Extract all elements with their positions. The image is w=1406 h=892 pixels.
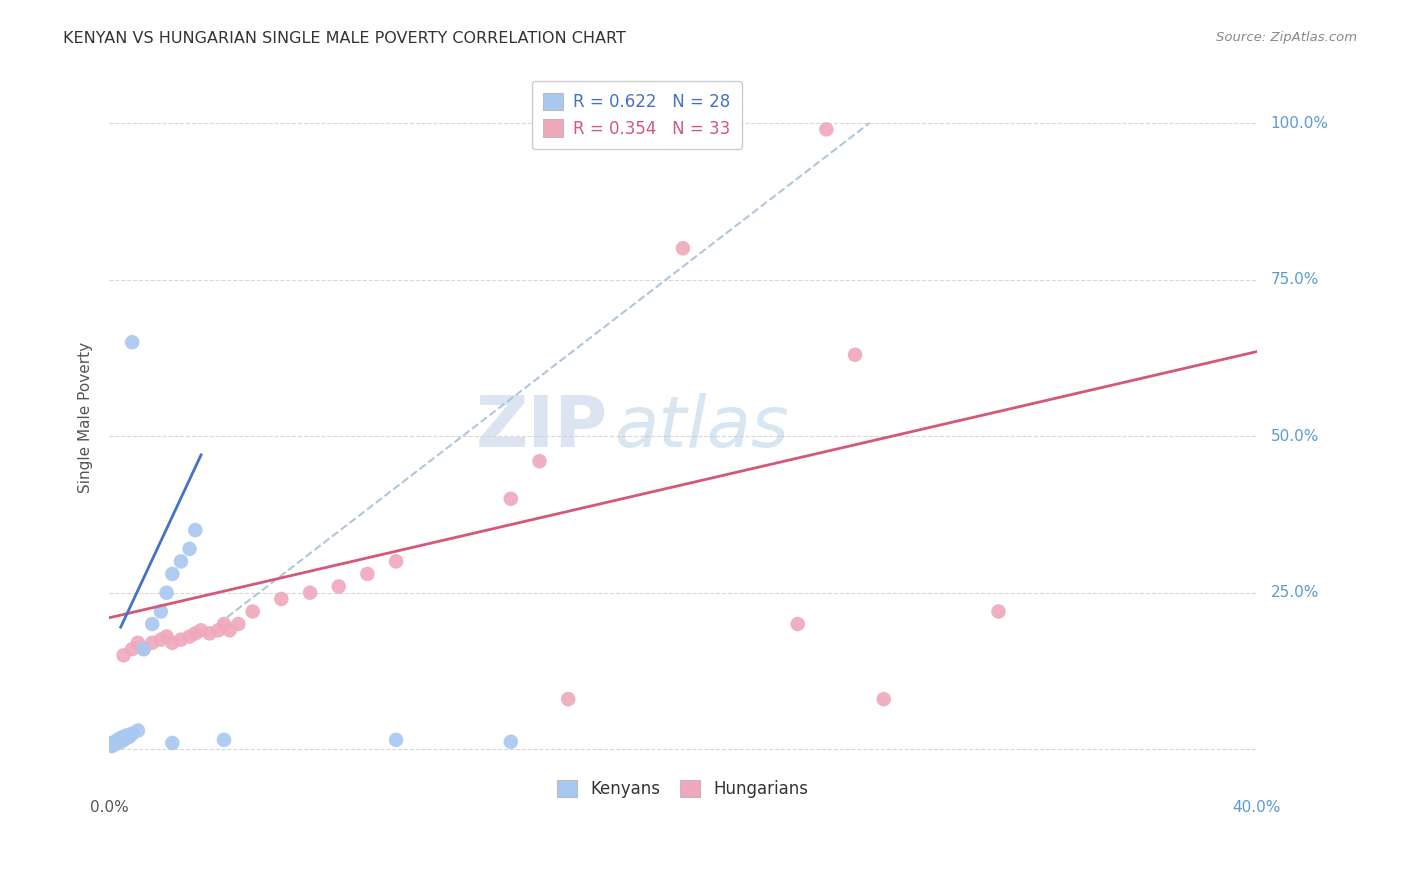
Point [529, 454, 551, 468]
Text: ZIP: ZIP [477, 393, 609, 462]
Point [170, 632, 193, 647]
Point [207, 624, 229, 638]
Point [179, 630, 201, 644]
Point [141, 636, 163, 650]
Point [121, 726, 143, 740]
Point [115, 731, 138, 745]
Point [156, 630, 179, 644]
Point [104, 735, 127, 749]
Legend: Kenyans, Hungarians: Kenyans, Hungarians [550, 773, 815, 805]
Point [184, 626, 207, 640]
Text: 40.0%: 40.0% [1233, 799, 1281, 814]
Point [586, 135, 609, 149]
Point [385, 554, 408, 568]
Point [162, 566, 184, 581]
Point [499, 491, 522, 506]
Point [499, 735, 522, 749]
Point [121, 642, 143, 657]
Point [179, 541, 201, 556]
Point [104, 737, 127, 751]
Text: 0.0%: 0.0% [90, 799, 128, 814]
Point [149, 605, 172, 619]
Point [228, 617, 250, 632]
Point [132, 642, 155, 657]
Point [170, 554, 193, 568]
Point [987, 605, 1010, 619]
Point [270, 591, 292, 606]
Point [844, 348, 866, 362]
Point [112, 648, 135, 663]
Text: KENYAN VS HUNGARIAN SINGLE MALE POVERTY CORRELATION CHART: KENYAN VS HUNGARIAN SINGLE MALE POVERTY … [63, 31, 626, 46]
Text: 75.0%: 75.0% [1271, 272, 1319, 287]
Point [101, 736, 124, 750]
Point [212, 732, 235, 747]
Point [127, 723, 149, 738]
Point [149, 632, 172, 647]
Point [107, 732, 129, 747]
Text: 100.0%: 100.0% [1271, 116, 1329, 130]
Point [141, 617, 163, 632]
Y-axis label: Single Male Poverty: Single Male Poverty [79, 342, 93, 493]
Point [786, 617, 808, 632]
Point [328, 579, 350, 593]
Point [385, 732, 408, 747]
Point [118, 730, 141, 744]
Point [557, 692, 579, 706]
Point [815, 122, 838, 136]
Point [107, 736, 129, 750]
Point [115, 729, 138, 743]
Text: 25.0%: 25.0% [1271, 585, 1319, 600]
Point [184, 523, 207, 537]
Point [112, 732, 135, 747]
Point [101, 739, 124, 753]
Point [121, 335, 143, 350]
Point [873, 692, 896, 706]
Point [190, 624, 212, 638]
Point [242, 605, 264, 619]
Point [162, 636, 184, 650]
Point [162, 736, 184, 750]
Point [212, 617, 235, 632]
Point [132, 642, 155, 657]
Text: 50.0%: 50.0% [1271, 429, 1319, 443]
Point [110, 735, 132, 749]
Point [218, 624, 240, 638]
Point [198, 626, 221, 640]
Text: Source: ZipAtlas.com: Source: ZipAtlas.com [1216, 31, 1357, 45]
Text: atlas: atlas [614, 393, 789, 462]
Point [672, 241, 695, 255]
Point [299, 585, 322, 599]
Point [127, 636, 149, 650]
Point [112, 730, 135, 744]
Point [356, 566, 378, 581]
Point [156, 585, 179, 599]
Point [110, 731, 132, 745]
